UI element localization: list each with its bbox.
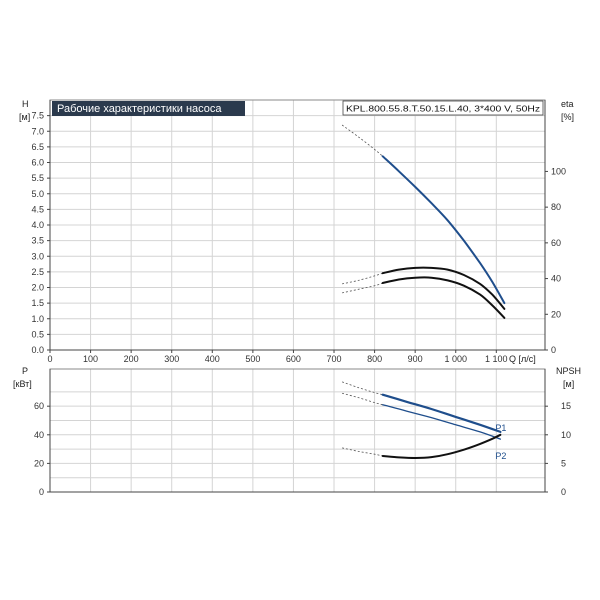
head-tick-label: 0.0 (31, 345, 44, 355)
flow-tick-label: 700 (327, 354, 342, 364)
head-tick-label: 2.0 (31, 283, 44, 293)
power-panel-curves: P1 P2 (341, 381, 506, 461)
head-tick-label: 6.0 (31, 158, 44, 168)
eta-tick-label: 80 (551, 202, 561, 212)
head-tick-label: 6.5 (31, 142, 44, 152)
head-panel-h-extrapolation (341, 124, 383, 157)
head-tick-label: 0.5 (31, 329, 44, 339)
flow-axis-label: Q [л/с] (509, 354, 536, 364)
flow-tick-label: 0 (47, 354, 52, 364)
head-axis-unit: [м] (19, 112, 30, 122)
head-tick-label: 1.0 (31, 314, 44, 324)
flow-tick-label: 600 (286, 354, 301, 364)
npsh-tick-label: 15 (561, 401, 571, 411)
flow-tick-label: 300 (164, 354, 179, 364)
model-label: KPL.800.55.8.T.50.15.L.40, 3*400 V, 50Hz (346, 104, 540, 114)
flow-tick-label: 1 100 (485, 354, 508, 364)
power-panel-npsh-curve (381, 433, 502, 460)
head-tick-label: 3.5 (31, 236, 44, 246)
head-tick-label: 7.0 (31, 126, 44, 136)
power-tick-label: 0 (39, 487, 44, 497)
head-tick-label: 7.5 (31, 111, 44, 121)
flow-tick-label: 500 (245, 354, 260, 364)
npsh-tick-label: 10 (561, 430, 571, 440)
head-axis-label: H (22, 99, 29, 109)
head-panel-eta-upper-curve (381, 266, 506, 310)
head-tick-label: 5.5 (31, 173, 44, 183)
chart-title-box (52, 101, 245, 116)
series-label-p1: P1 (495, 423, 506, 433)
flow-tick-label: 900 (408, 354, 423, 364)
eta-tick-label: 20 (551, 309, 561, 319)
eta-tick-label: 40 (551, 274, 561, 284)
flow-tick-label: 1 000 (444, 354, 467, 364)
head-tick-label: 4.5 (31, 204, 44, 214)
power-panel-p1-curve (381, 393, 502, 433)
npsh-tick-label: 5 (561, 458, 566, 468)
eta-tick-label: 60 (551, 238, 561, 248)
head-panel-h-curve (381, 155, 506, 305)
head-panel-eta-lower-curve (381, 276, 506, 319)
eta-tick-label: 100 (551, 166, 566, 176)
head-panel-ticks: 0 100 200 300 400 500 600 700 800 900 1 000 1 1000.… (31, 111, 566, 364)
head-panel-eta-upper-extrapolation (342, 272, 383, 285)
flow-tick-label: 100 (83, 354, 98, 364)
flow-tick-label: 200 (124, 354, 139, 364)
series-label-p2: P2 (495, 451, 506, 461)
power-panel-p2-extrapolation (341, 392, 383, 406)
head-tick-label: 3.0 (31, 251, 44, 261)
eta-axis-label: eta (561, 99, 574, 109)
npsh-axis-label: NPSH (556, 366, 581, 376)
eta-tick-label: 0 (551, 345, 556, 355)
npsh-axis-unit: [м] (563, 379, 574, 389)
power-tick-label: 40 (34, 430, 44, 440)
power-tick-label: 20 (34, 458, 44, 468)
eta-axis-unit: [%] (561, 112, 574, 122)
power-tick-label: 60 (34, 401, 44, 411)
power-axis-label: P (22, 366, 28, 376)
head-tick-label: 5.0 (31, 189, 44, 199)
power-axis-unit: [кВт] (13, 379, 32, 389)
flow-tick-label: 400 (205, 354, 220, 364)
model-label-box (342, 100, 544, 116)
head-tick-label: 2.5 (31, 267, 44, 277)
head-panel-grid (50, 100, 545, 350)
chart-title: Рабочие характеристики насоса (57, 103, 222, 115)
head-panel-eta-lower-extrapolation (342, 282, 383, 294)
npsh-tick-label: 0 (561, 487, 566, 497)
flow-tick-label: 800 (367, 354, 382, 364)
head-panel-curves (341, 124, 506, 319)
head-tick-label: 4.0 (31, 220, 44, 230)
power-panel-ticks: 0 20 40 60 0 5 10 15 (34, 401, 571, 497)
power-panel-npsh-extrapolation (342, 447, 383, 457)
head-tick-label: 1.5 (31, 298, 44, 308)
power-panel-p2-curve (382, 404, 502, 440)
